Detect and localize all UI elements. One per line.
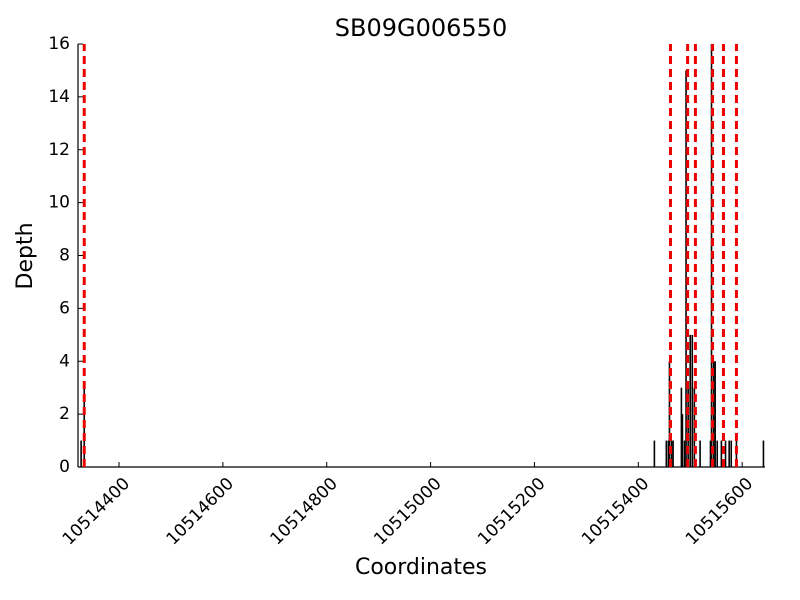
x-tick-label: 10514400 bbox=[59, 474, 134, 549]
y-tick-label: 10 bbox=[48, 193, 70, 213]
x-tick-label: 10515000 bbox=[370, 474, 445, 549]
y-tick-label: 6 bbox=[59, 298, 70, 318]
y-tick-label: 2 bbox=[59, 404, 70, 424]
chart-title: SB09G006550 bbox=[335, 14, 507, 42]
x-tick-label: 10515200 bbox=[474, 474, 549, 549]
y-tick-label: 0 bbox=[59, 457, 70, 477]
y-axis-label: Depth bbox=[13, 222, 38, 289]
y-tick-label: 8 bbox=[59, 246, 70, 266]
y-tick-label: 14 bbox=[48, 87, 70, 107]
y-tick-label: 12 bbox=[48, 140, 70, 160]
y-tick-label: 4 bbox=[59, 351, 70, 371]
x-tick-label: 10514800 bbox=[266, 474, 341, 549]
y-tick-label: 16 bbox=[48, 34, 70, 54]
x-axis-label: Coordinates bbox=[355, 555, 487, 580]
x-tick-label: 10515600 bbox=[682, 474, 757, 549]
x-tick-label: 10514600 bbox=[163, 474, 238, 549]
x-tick-label: 10515400 bbox=[578, 474, 653, 549]
